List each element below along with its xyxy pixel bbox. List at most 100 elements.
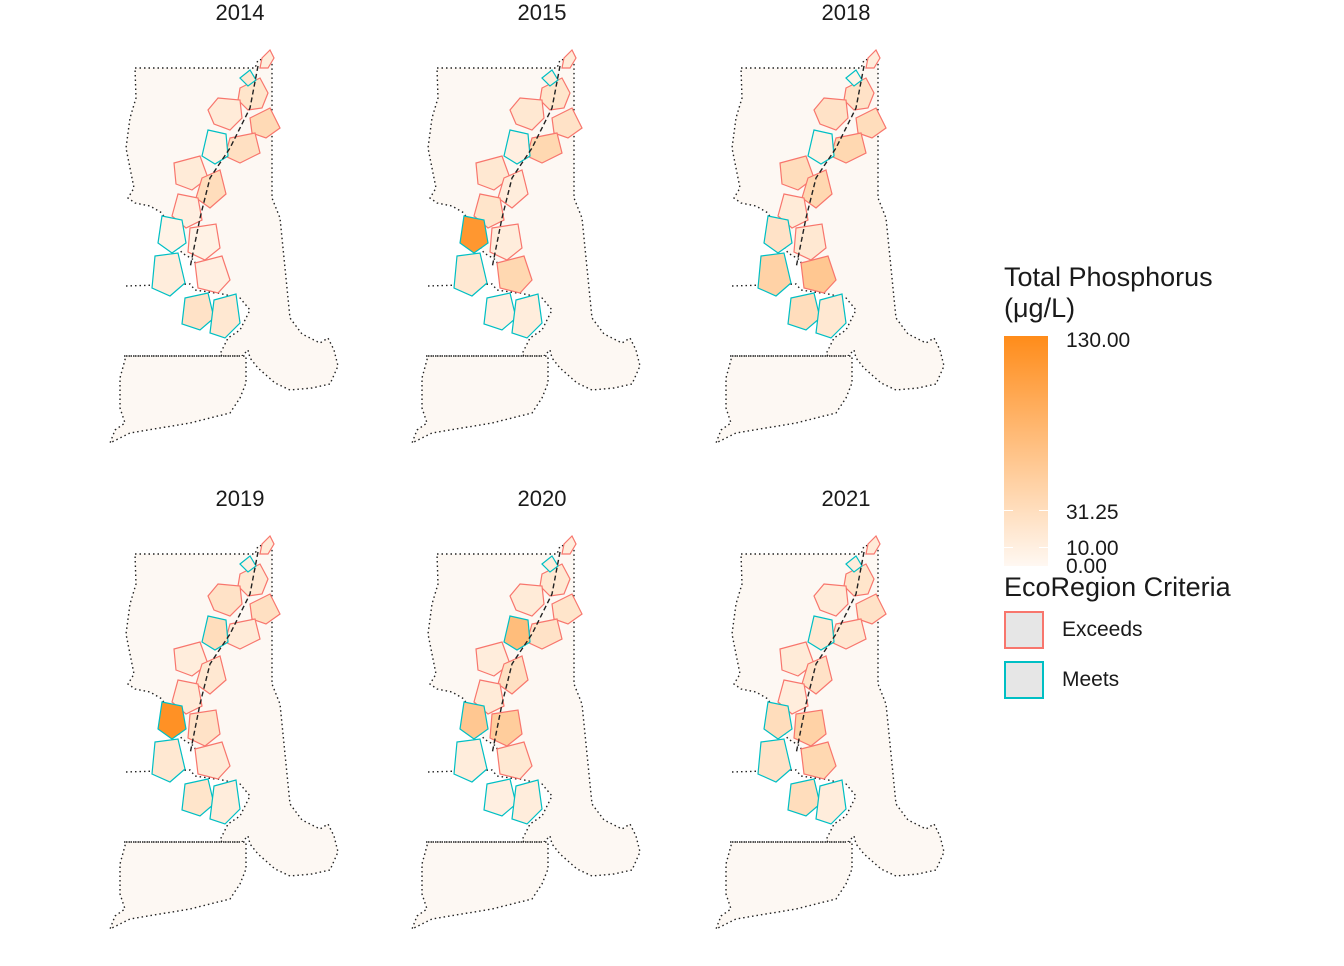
watershed-n4: [239, 555, 257, 573]
watershed-s6: [209, 779, 241, 825]
southern-state-outline: [108, 355, 247, 445]
watershed-n3: [855, 593, 887, 625]
river-line: [795, 551, 865, 755]
watershed-s2: [793, 223, 827, 261]
watershed-s3: [151, 738, 186, 783]
colorbar-tick-label: 31.25: [1066, 501, 1119, 524]
criteria-legend-title: EcoRegion Criteria: [1004, 572, 1231, 602]
watershed-s6: [815, 293, 847, 339]
panel-year-title: 2014: [215, 0, 265, 25]
watershed-n1: [865, 48, 881, 69]
legend-key-exceeds: Exceeds: [1004, 607, 1334, 653]
exceeds-label: Exceeds: [1062, 618, 1143, 641]
watershed-n7: [807, 615, 835, 651]
state-outline: [125, 57, 339, 391]
river-line: [189, 65, 259, 269]
colorbar-tick-mark: [1004, 547, 1013, 548]
watershed-s5: [787, 778, 821, 817]
watershed-s4: [496, 255, 533, 294]
watershed-map: [714, 534, 945, 931]
watershed-s2: [187, 709, 221, 747]
map-panel-2018: 2018: [696, 0, 996, 480]
watershed-n4: [845, 555, 863, 573]
colorbar-tick-label: 10.00: [1066, 537, 1119, 560]
watershed-n3: [249, 107, 281, 139]
watershed-n3: [249, 593, 281, 625]
map-panel-2019: 2019: [90, 486, 390, 966]
river-line: [795, 65, 865, 269]
watershed-s1: [459, 215, 489, 254]
watershed-s3: [757, 738, 792, 783]
map-panel-2020: 2020: [392, 486, 692, 966]
exceeds-swatch: [1004, 611, 1044, 649]
phosphorus-colorbar: [1004, 336, 1048, 566]
colorbar-tick-mark: [1039, 510, 1048, 511]
watershed-map: [108, 48, 339, 445]
southern-state-outline: [410, 841, 549, 931]
watershed-n7: [807, 129, 835, 165]
watershed-n1: [259, 48, 275, 69]
watershed-s4: [496, 741, 533, 780]
legend-title-line1: Total Phosphorus: [1004, 262, 1213, 292]
state-outline: [731, 543, 945, 877]
southern-state-outline: [108, 841, 247, 931]
colorbar-tick-mark: [1039, 547, 1048, 548]
watershed-n4: [845, 69, 863, 87]
watershed-n5: [509, 583, 545, 617]
watershed-n9: [195, 655, 227, 695]
colorbar-tick-mark: [1004, 510, 1013, 511]
legend-title-line2: (μg/L): [1004, 293, 1076, 323]
watershed-s6: [511, 779, 543, 825]
watershed-n3: [551, 593, 583, 625]
panel-year-title: 2018: [821, 0, 871, 25]
map-panel-2021: 2021: [696, 486, 996, 966]
state-outline: [427, 543, 641, 877]
watershed-s5: [181, 778, 215, 817]
watershed-s4: [800, 741, 837, 780]
river-line: [491, 551, 561, 755]
panel-year-title: 2020: [517, 486, 567, 511]
watershed-s3: [151, 252, 186, 297]
map-panel-2014: 2014: [90, 0, 390, 480]
southern-state-outline: [410, 355, 549, 445]
watershed-s4: [800, 255, 837, 294]
watershed-s5: [483, 778, 517, 817]
panel-year-title: 2015: [517, 0, 567, 25]
watershed-n4: [239, 69, 257, 87]
watershed-n1: [561, 48, 577, 69]
river-line: [491, 65, 561, 269]
watershed-s5: [181, 292, 215, 331]
watershed-s3: [453, 738, 488, 783]
watershed-n5: [509, 97, 545, 131]
watershed-s5: [483, 292, 517, 331]
watershed-s6: [209, 293, 241, 339]
watershed-s1: [459, 701, 489, 740]
watershed-s2: [793, 709, 827, 747]
watershed-n5: [207, 97, 243, 131]
watershed-n9: [801, 169, 833, 209]
watershed-s6: [511, 293, 543, 339]
state-outline: [427, 57, 641, 391]
legend-title: Total Phosphorus (μg/L): [1004, 262, 1334, 324]
colorbar-tick-label: 130.00: [1066, 329, 1131, 352]
watershed-s1: [157, 701, 187, 740]
watershed-n9: [497, 655, 529, 695]
watershed-s3: [453, 252, 488, 297]
legend-key-meets: Meets: [1004, 657, 1334, 703]
panel-year-title: 2019: [215, 486, 265, 511]
colorbar-tick-label: 0.00: [1066, 555, 1107, 578]
meets-swatch: [1004, 661, 1044, 699]
panel-year-title: 2021: [821, 486, 871, 511]
southern-state-outline: [714, 841, 853, 931]
watershed-map: [410, 48, 641, 445]
watershed-n9: [801, 655, 833, 695]
watershed-s1: [763, 701, 793, 740]
watershed-n9: [195, 169, 227, 209]
watershed-n3: [855, 107, 887, 139]
state-outline: [125, 543, 339, 877]
watershed-n5: [813, 583, 849, 617]
watershed-n7: [201, 615, 229, 651]
watershed-s2: [489, 223, 523, 261]
watershed-n7: [503, 129, 531, 165]
watershed-s1: [763, 215, 793, 254]
